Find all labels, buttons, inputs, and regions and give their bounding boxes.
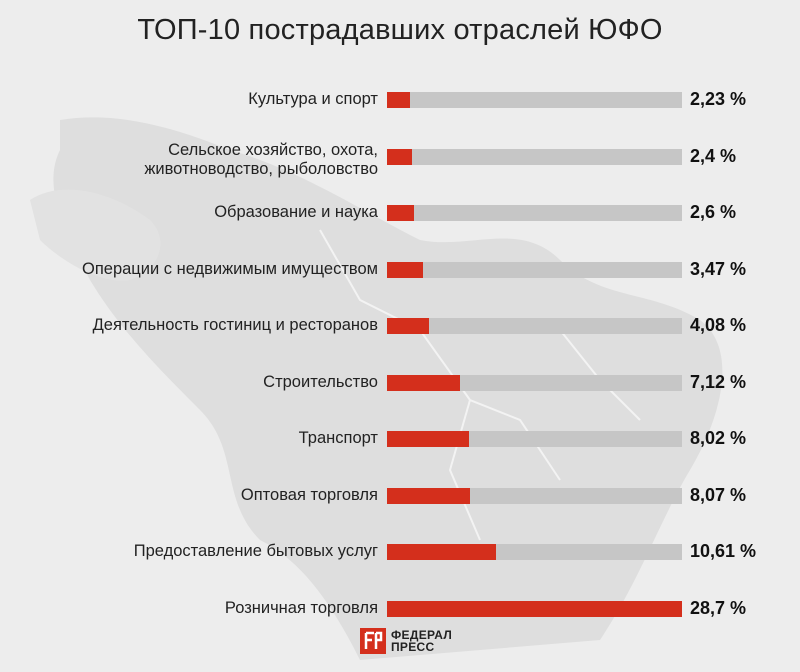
- category-label: Образование и наука: [214, 203, 378, 221]
- value-label: 2,4 %: [690, 145, 737, 166]
- category-label: Оптовая торговля: [240, 485, 378, 504]
- value-label: 7,12 %: [690, 371, 747, 392]
- value-label: 4,08 %: [690, 315, 747, 335]
- category-label: Транспорт: [298, 429, 378, 447]
- category-label: Розничная торговля: [224, 598, 378, 617]
- category-label: Деятельность гостиниц и ресторанов: [92, 316, 378, 334]
- value-label: 2,23 %: [690, 89, 747, 109]
- bar: [387, 148, 412, 165]
- bar: [387, 318, 429, 334]
- bar: [387, 487, 470, 504]
- bar-track: [387, 205, 682, 221]
- bar-track: [387, 600, 682, 617]
- bar-track: [387, 318, 682, 334]
- category-label: Строительство: [263, 372, 378, 391]
- chart-title: ТОП-10 пострадавших отраслей ЮФО: [137, 14, 663, 46]
- bar-track: [387, 431, 682, 447]
- logo-line2: ПРЕСС: [391, 640, 435, 654]
- value-label: 10,61 %: [690, 541, 757, 561]
- bar: [387, 431, 470, 447]
- value-label: 3,47 %: [690, 258, 747, 279]
- bar-track: [387, 148, 682, 165]
- logo-line1: ФЕДЕРАЛ: [391, 628, 453, 642]
- logo: ФЕДЕРАЛ ПРЕСС: [360, 628, 452, 654]
- bar: [387, 374, 461, 391]
- category-label: Предоставление бытовых услуг: [133, 542, 378, 560]
- bar: [387, 544, 497, 560]
- bar: [387, 205, 414, 221]
- category-label: Сельское хозяйство, охота, животноводств…: [144, 140, 378, 178]
- bar: [387, 261, 423, 278]
- value-label: 2,6 %: [690, 202, 737, 222]
- bar-track: [387, 544, 682, 560]
- bar-track: [387, 261, 682, 278]
- fp-logo-icon: [360, 628, 386, 654]
- value-label: 8,02 %: [690, 428, 747, 448]
- category-label: Культура и спорт: [248, 90, 378, 108]
- bar: [387, 600, 682, 617]
- category-label: Операции с недвижимым имуществом: [82, 259, 378, 278]
- bar-track: [387, 487, 682, 504]
- bar-track: [387, 374, 682, 391]
- value-label: 8,07 %: [690, 484, 747, 505]
- bar: [387, 92, 410, 108]
- bar-track: [387, 92, 682, 108]
- value-label: 28,7 %: [690, 597, 747, 618]
